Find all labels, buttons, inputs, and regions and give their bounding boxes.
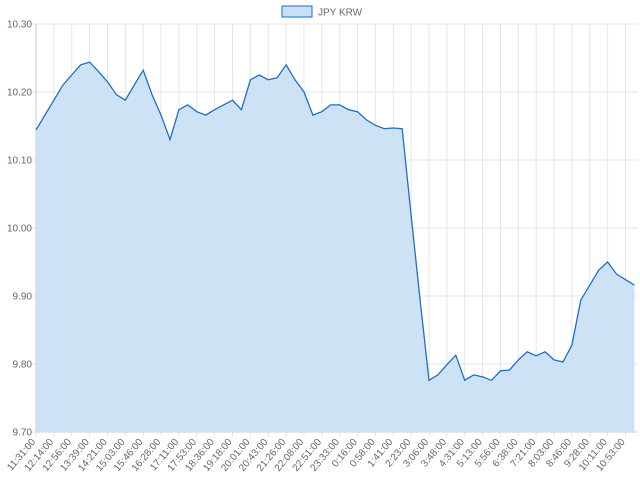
y-tick-label: 10.10 — [7, 156, 32, 167]
y-tick-label: 10.00 — [7, 224, 32, 235]
legend-swatch — [281, 5, 313, 18]
y-tick-label: 9.80 — [13, 360, 33, 371]
line — [35, 61, 635, 382]
y-tick-label: 9.90 — [13, 292, 33, 303]
area — [36, 62, 635, 432]
y-tick-label: 10.30 — [7, 20, 32, 31]
legend-label: JPY KRW — [318, 8, 363, 19]
y-tick-label: 9.70 — [13, 428, 33, 439]
y-tick-label: 10.20 — [7, 88, 32, 99]
